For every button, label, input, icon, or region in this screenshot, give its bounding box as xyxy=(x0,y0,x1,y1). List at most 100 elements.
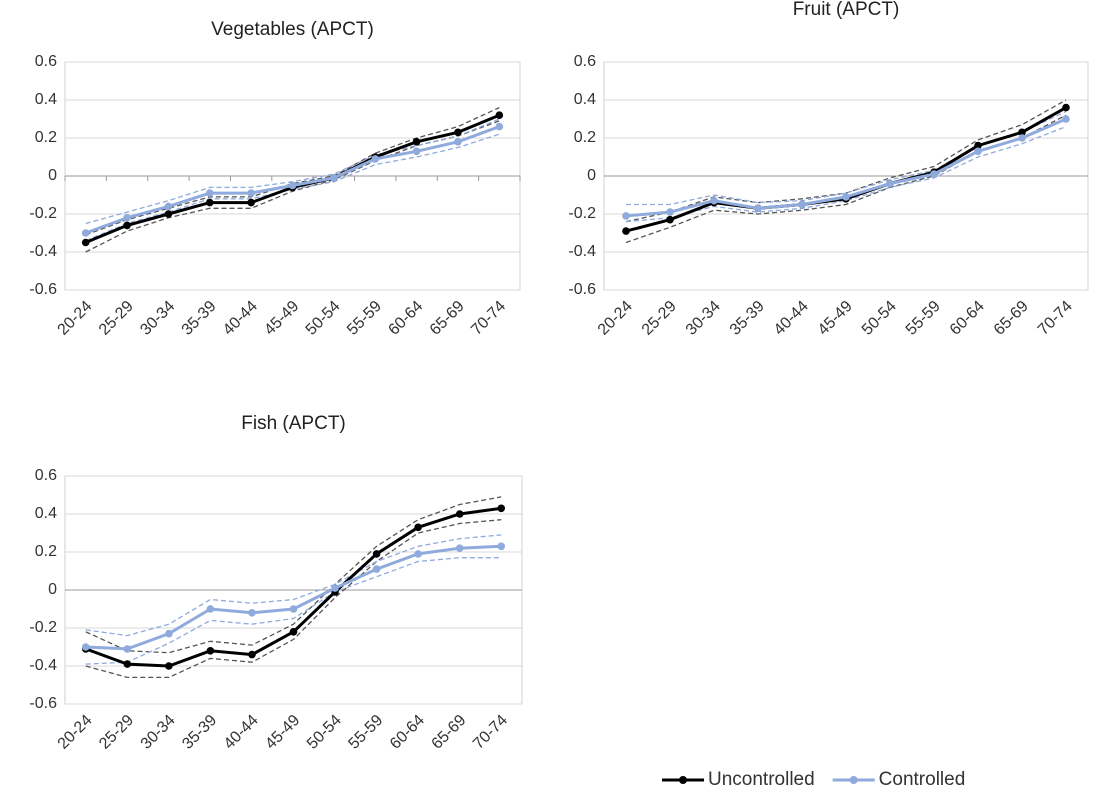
point xyxy=(289,605,298,613)
x-tick-label: 20-24 xyxy=(55,298,96,339)
point xyxy=(454,138,462,146)
point xyxy=(1062,103,1070,112)
point xyxy=(412,147,421,156)
y-tick-label: -0.6 xyxy=(29,281,57,298)
y-tick-label: -0.6 xyxy=(568,281,596,298)
point xyxy=(495,111,504,119)
interval-line xyxy=(625,114,1067,244)
point xyxy=(288,181,297,190)
x-tick-label: 45-49 xyxy=(262,712,303,753)
point xyxy=(412,138,421,146)
legend-marker xyxy=(679,776,687,784)
chart-title: Vegetables (APCT) xyxy=(211,19,374,40)
point xyxy=(1018,128,1026,137)
point xyxy=(798,200,806,209)
point xyxy=(206,605,215,613)
point xyxy=(81,229,90,237)
x-tick-label: 35-39 xyxy=(727,298,768,339)
interval-line xyxy=(85,496,502,654)
x-tick-label: 45-49 xyxy=(261,298,302,339)
point xyxy=(974,141,982,150)
y-tick-label: 0.6 xyxy=(574,53,596,70)
legend-label: Uncontrolled xyxy=(708,769,815,790)
x-tick-label: 70-74 xyxy=(468,298,509,339)
point xyxy=(1018,134,1026,142)
y-tick-label: 0.4 xyxy=(574,91,596,108)
x-tick-label: 30-34 xyxy=(683,298,724,339)
x-tick-label: 70-74 xyxy=(1035,298,1076,339)
x-tick-label: 50-54 xyxy=(304,712,345,753)
point xyxy=(455,544,464,552)
x-tick-label: 70-74 xyxy=(470,712,511,753)
x-tick-label: 65-69 xyxy=(991,298,1032,339)
y-tick-label: 0.2 xyxy=(574,129,596,146)
x-tick-label: 50-54 xyxy=(859,298,900,339)
interval-line xyxy=(85,557,502,665)
point xyxy=(123,221,131,230)
x-tick-label: 65-69 xyxy=(429,712,470,753)
x-tick-label: 40-44 xyxy=(771,298,812,339)
point xyxy=(164,210,173,218)
point xyxy=(497,542,506,551)
chart-title: Fish (APCT) xyxy=(241,413,346,434)
legend-marker xyxy=(849,776,858,784)
x-tick-label: 65-69 xyxy=(427,298,468,339)
x-tick-label: 40-44 xyxy=(221,712,262,753)
legend-label: Controlled xyxy=(879,769,966,790)
point xyxy=(81,643,90,651)
interval-line xyxy=(626,110,1067,206)
point xyxy=(371,155,380,163)
point xyxy=(81,238,90,247)
point xyxy=(123,645,132,653)
point xyxy=(455,510,464,518)
x-tick-label: 20-24 xyxy=(595,298,636,339)
y-tick-label: -0.4 xyxy=(568,243,596,260)
x-tick-label: 55-59 xyxy=(903,298,944,339)
point xyxy=(454,128,462,137)
x-tick-label: 30-34 xyxy=(137,298,178,339)
x-tick-label: 25-29 xyxy=(639,298,680,339)
point xyxy=(710,196,718,205)
point xyxy=(205,189,214,197)
x-tick-label: 25-29 xyxy=(96,712,137,753)
x-tick-label: 45-49 xyxy=(815,298,856,339)
point xyxy=(164,202,173,211)
point xyxy=(331,584,339,592)
interval-line xyxy=(85,519,502,679)
y-tick-label: 0.6 xyxy=(35,53,57,70)
point xyxy=(930,170,938,178)
y-tick-label: -0.4 xyxy=(29,243,57,260)
y-tick-label: 0.2 xyxy=(35,129,57,146)
interval-line xyxy=(85,118,500,225)
point xyxy=(842,193,850,201)
point xyxy=(123,214,131,222)
point xyxy=(495,122,504,131)
point xyxy=(414,523,422,532)
y-tick-label: 0.2 xyxy=(35,543,57,560)
point xyxy=(206,647,215,655)
interval-line xyxy=(625,125,1067,223)
point xyxy=(622,212,630,220)
interval-line xyxy=(85,107,500,236)
y-tick-label: 0.4 xyxy=(35,505,57,522)
y-tick-label: 0 xyxy=(587,167,596,184)
x-tick-label: 55-59 xyxy=(344,298,385,339)
point xyxy=(330,174,338,182)
y-tick-label: 0 xyxy=(48,581,57,598)
x-tick-label: 30-34 xyxy=(138,712,179,753)
x-tick-label: 20-24 xyxy=(55,712,96,753)
point xyxy=(205,198,214,207)
point xyxy=(123,660,132,668)
y-tick-label: -0.2 xyxy=(29,619,57,636)
y-tick-label: -0.6 xyxy=(29,695,57,712)
x-tick-label: 50-54 xyxy=(303,298,344,339)
y-tick-label: -0.2 xyxy=(568,205,596,222)
y-tick-label: 0 xyxy=(48,167,57,184)
point xyxy=(666,208,674,216)
point xyxy=(754,204,762,213)
x-tick-label: 35-39 xyxy=(179,298,220,339)
point xyxy=(1062,115,1070,123)
point xyxy=(289,628,298,636)
series-line xyxy=(625,106,1067,233)
